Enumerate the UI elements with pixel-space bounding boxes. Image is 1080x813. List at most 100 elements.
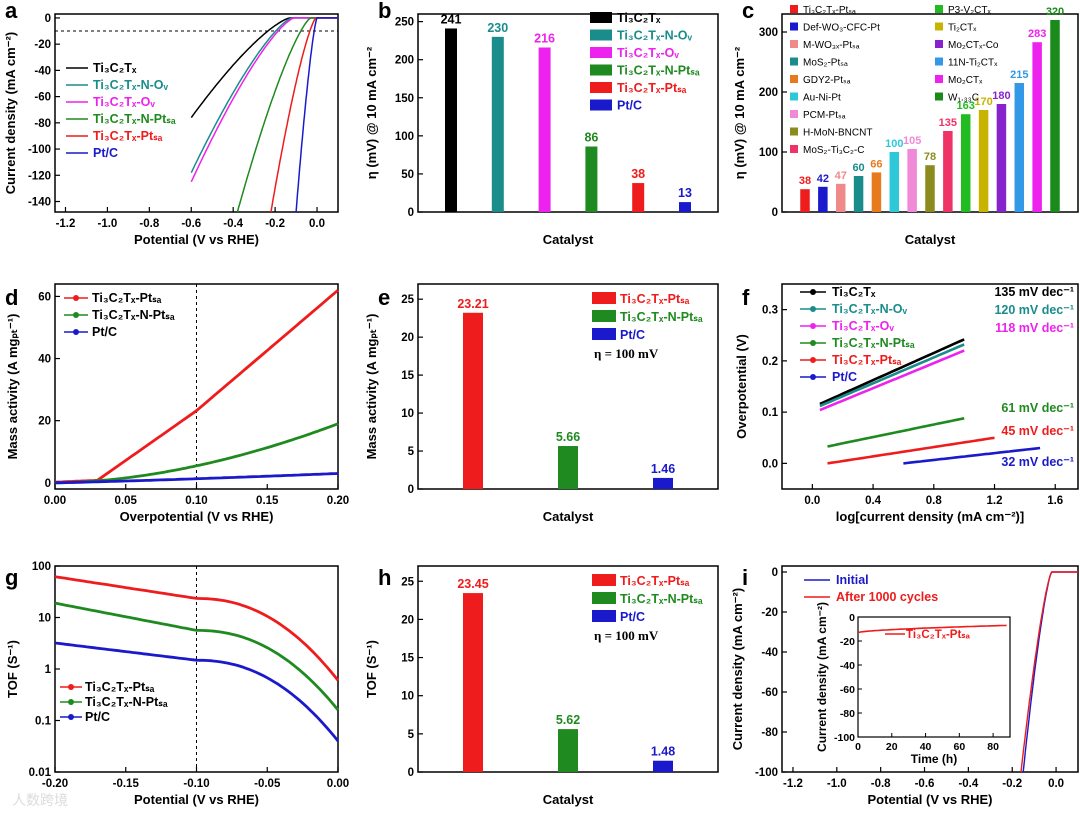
x-tick-label: -0.8 (139, 218, 159, 230)
legend-swatch (790, 22, 798, 31)
legend-marker (68, 684, 74, 690)
y-tick-label: 0 (772, 567, 778, 579)
x-tick-label: -0.2 (265, 218, 285, 230)
bar (960, 114, 971, 212)
series-line (54, 472, 339, 485)
legend-swatch (790, 92, 798, 101)
x-tick-label: -0.8 (871, 778, 891, 790)
y-tick-label: -40 (34, 65, 51, 77)
legend-label: Ti₃C₂Tₓ-Ptₛₐ (803, 5, 856, 16)
bar (907, 149, 917, 212)
legend-swatch (790, 110, 798, 118)
inset-y-axis-title: Current density (mA cm⁻²) (815, 602, 829, 752)
y-axis-title: TOF (S⁻¹) (364, 640, 379, 698)
series-line (190, 17, 338, 174)
legend-marker (68, 699, 74, 705)
data-label: 23.45 (457, 577, 488, 591)
data-label: 283 (1028, 28, 1046, 40)
legend-label: Initial (836, 573, 869, 587)
y-tick-label: 200 (395, 55, 414, 67)
data-label: 38 (799, 175, 811, 187)
y-tick-label: 0.1 (35, 716, 52, 728)
x-tick-label: 0.10 (185, 495, 207, 507)
y-tick-label: -60 (34, 92, 51, 104)
data-label: 38 (631, 167, 645, 181)
data-label: 42 (817, 173, 829, 185)
inset-x-tick-label: 60 (953, 741, 965, 753)
x-tick-label: 0.15 (256, 495, 279, 507)
legend-label: Ti₃C₂Tₓ-N-Ptₛₐ (620, 592, 703, 606)
inset-x-tick-label: 0 (855, 741, 861, 753)
data-label: 5.66 (556, 430, 580, 444)
x-tick-label: 0.05 (115, 495, 138, 507)
bar (1032, 42, 1042, 213)
y-axis-title: Overpotential (V) (734, 334, 749, 439)
series-line (819, 349, 965, 412)
y-tick-label: -80 (761, 727, 778, 739)
y-tick-label: 20 (401, 332, 414, 344)
plot-frame (781, 283, 1079, 490)
series-line (827, 417, 965, 448)
y-tick-label: -40 (761, 647, 778, 659)
slope-label: 61 mV dec⁻¹ (1001, 401, 1074, 415)
legend-swatch (935, 75, 943, 83)
bar (800, 189, 810, 212)
legend-label: GDY2-Ptₛₐ (803, 75, 851, 86)
y-tick-label: 150 (395, 93, 414, 105)
y-tick-label: 5 (408, 729, 415, 741)
series-line (54, 575, 340, 682)
legend-label: Ti₃C₂Tₓ-Oᵥ (617, 46, 679, 60)
legend-label: Pt/C (620, 328, 645, 342)
legend-label: Pt/C (620, 610, 645, 624)
inset-legend-label: Ti₃C₂Tₓ-Ptₛₐ (906, 629, 971, 641)
data-label: 47 (835, 170, 847, 182)
x-axis-title: Catalyst (905, 232, 956, 247)
bar (632, 183, 645, 212)
x-tick-label: -1.2 (783, 778, 803, 790)
legend-swatch (592, 610, 616, 622)
slope-label: 120 mV dec⁻¹ (994, 303, 1074, 317)
legend-label: MoS₂-Ptₛₐ (803, 58, 848, 69)
x-axis-title: Overpotential (V vs RHE) (120, 509, 274, 524)
series-line (190, 17, 338, 119)
legend-swatch (592, 292, 616, 304)
panel-c: c 0 100 200 300 Catalyst η (mV) @ 10 mA cm⁻² 38… (732, 0, 1079, 247)
bar (978, 110, 989, 212)
data-label: 1.48 (651, 745, 675, 759)
bar (558, 446, 578, 489)
bar (925, 165, 935, 212)
series-line (827, 436, 995, 465)
panel-letter: a (5, 0, 18, 23)
legend-swatch (935, 40, 943, 48)
series-line (295, 17, 338, 213)
y-axis-title: η (mV) @ 10 mA cm⁻² (364, 46, 379, 179)
legend-label: Pt/C (832, 370, 857, 384)
x-tick-label: 1.6 (1047, 495, 1063, 507)
y-tick-label: 50 (401, 169, 414, 181)
legend-label: Ti₃C₂Tₓ-N-Ptₛₐ (832, 336, 915, 350)
y-tick-label: 60 (38, 291, 51, 303)
inset-y-tick-label: -20 (840, 636, 855, 648)
bar (1014, 83, 1025, 212)
x-tick-label: 1.2 (987, 495, 1003, 507)
data-label: 180 (992, 90, 1010, 102)
legend-marker (810, 289, 816, 295)
data-label: 100 (885, 138, 903, 150)
y-tick-label: 25 (401, 576, 414, 588)
legend-label: M-WO₃ₓ-Ptₛₐ (803, 40, 860, 51)
y-tick-label: 0.2 (762, 356, 778, 368)
data-label: 1.46 (651, 462, 675, 476)
y-tick-label: 0 (408, 767, 414, 779)
legend-label: Ti₂CTₓ (948, 23, 977, 34)
plot-frame (417, 13, 719, 213)
x-tick-label: 0.00 (44, 495, 66, 507)
series-line (1022, 571, 1078, 773)
x-tick-label: -0.05 (254, 778, 281, 790)
x-tick-label: 0.0 (309, 218, 325, 230)
legend-marker (810, 357, 816, 363)
series-line (1020, 571, 1078, 773)
x-tick-label: -0.15 (113, 778, 140, 790)
data-label: 163 (957, 100, 975, 112)
panel-e: e 0 5 10 15 20 25 Catalyst Mass activity (A mgₚₜ… (364, 283, 719, 524)
